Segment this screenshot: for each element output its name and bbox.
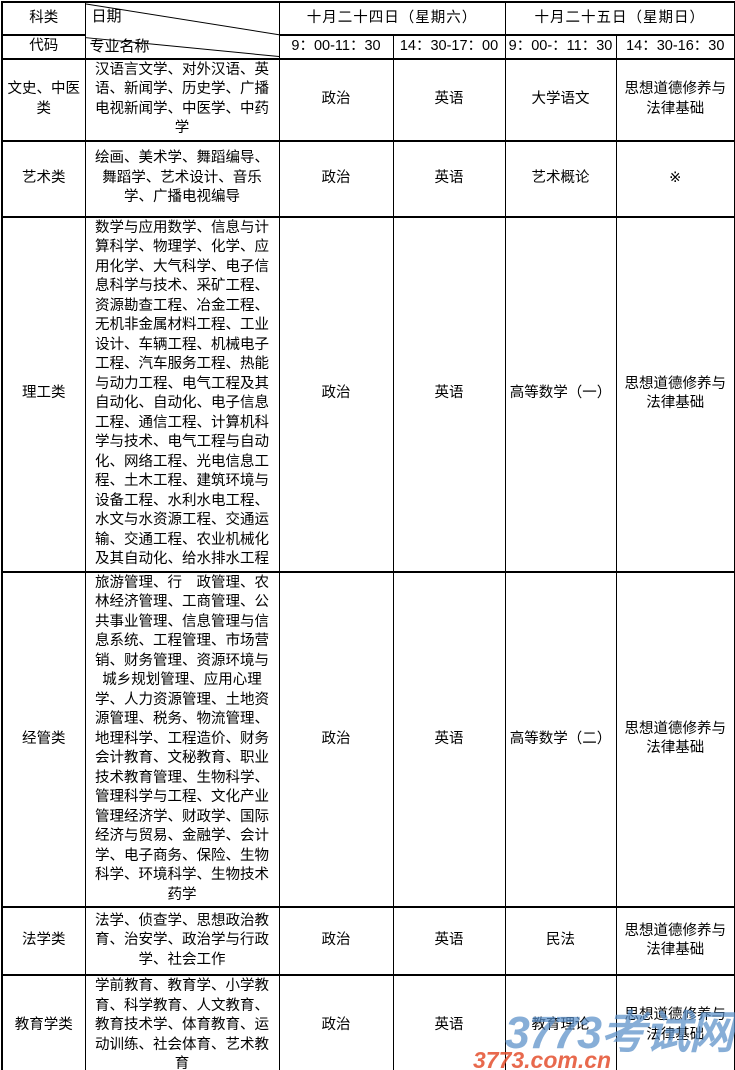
table-row: 文史、中医类 汉语言文学、对外汉语、英语、新闻学、历史学、广播电视新闻学、中医学… xyxy=(1,57,735,142)
subject-cell: 艺术概论 xyxy=(504,139,617,218)
category-cell: 艺术类 xyxy=(1,139,86,218)
table-row: 教育学类 学前教育、教育学、小学教育、科学教育、人文教育、教育技术学、体育教育、… xyxy=(1,974,735,1070)
header-diagonal-cell: 日期 专业名称 xyxy=(84,1,280,60)
majors-cell: 学前教育、教育学、小学教育、科学教育、人文教育、教育技术学、体育教育、运动训练、… xyxy=(84,974,280,1070)
subject-cell: 政治 xyxy=(278,215,394,573)
subject-cell: 高等数学（一） xyxy=(504,215,617,573)
subject-cell: 思想道德修养与法律基础 xyxy=(615,215,735,573)
majors-cell: 汉语言文学、对外汉语、英语、新闻学、历史学、广播电视新闻学、中医学、中药学 xyxy=(84,57,280,142)
category-cell: 经管类 xyxy=(1,570,86,908)
subject-cell: 思想道德修养与法律基础 xyxy=(615,974,735,1070)
subject-cell: 教育理论 xyxy=(504,974,617,1070)
subject-cell: 英语 xyxy=(392,906,506,976)
table-row: 经管类 旅游管理、行 政管理、农林经济管理、工商管理、公共事业管理、信息管理与信… xyxy=(1,570,735,908)
category-cell: 文史、中医类 xyxy=(1,57,86,142)
subject-cell: 思想道德修养与法律基础 xyxy=(615,570,735,908)
subject-cell: 政治 xyxy=(278,139,394,218)
table-row: 理工类 数学与应用数学、信息与计算科学、物理学、化学、应用化学、大气科学、电子信… xyxy=(1,215,735,573)
subject-cell: 政治 xyxy=(278,974,394,1070)
subject-cell: 政治 xyxy=(278,570,394,908)
header-major-name-label: 专业名称 xyxy=(89,38,150,55)
subject-cell: 思想道德修养与法律基础 xyxy=(615,906,735,976)
subject-cell: 大学语文 xyxy=(504,57,617,142)
majors-cell: 旅游管理、行 政管理、农林经济管理、工商管理、公共事业管理、信息管理与信息系统、… xyxy=(84,570,280,908)
category-cell: 法学类 xyxy=(1,906,86,976)
header-day1-slot1: 9：00-11：30 xyxy=(278,34,394,60)
header-category-label: 科类 xyxy=(1,1,86,36)
header-row-times: 代码 9：00-11：30 14：30-17：00 9：00-：11：30 14… xyxy=(1,34,735,60)
header-day2: 十月二十五日（星期日） xyxy=(504,1,735,36)
category-cell: 教育学类 xyxy=(1,974,86,1070)
subject-cell: 高等数学（二） xyxy=(504,570,617,908)
subject-cell: 民法 xyxy=(504,906,617,976)
category-cell: 理工类 xyxy=(1,215,86,573)
subject-cell: 英语 xyxy=(392,215,506,573)
diagonal-lines xyxy=(86,3,278,57)
header-day2-slot1: 9：00-：11：30 xyxy=(504,34,617,60)
subject-cell: 英语 xyxy=(392,570,506,908)
table-row: 法学类 法学、侦查学、思想政治教育、治安学、政治学与行政学、社会工作 政治 英语… xyxy=(1,906,735,976)
majors-cell: 数学与应用数学、信息与计算科学、物理学、化学、应用化学、大气科学、电子信息科学与… xyxy=(84,215,280,573)
subject-cell: 政治 xyxy=(278,57,394,142)
table-row: 艺术类 绘画、美术学、舞蹈编导、舞蹈学、艺术设计、音乐学、广播电视编导 政治 英… xyxy=(1,139,735,218)
header-code-label: 代码 xyxy=(1,34,86,60)
header-date-label: 日期 xyxy=(91,8,122,25)
header-day2-slot2: 14：30-16：30 xyxy=(615,34,735,60)
subject-cell: 英语 xyxy=(392,974,506,1070)
header-row-dates: 科类 日期 专业名称 十月二十四日（星期六） 十月二十五日（星期日） xyxy=(1,1,735,60)
subject-cell: 思想道德修养与法律基础 xyxy=(615,57,735,142)
majors-cell: 绘画、美术学、舞蹈编导、舞蹈学、艺术设计、音乐学、广播电视编导 xyxy=(84,139,280,218)
header-day1: 十月二十四日（星期六） xyxy=(278,1,506,36)
subject-cell: ※ xyxy=(615,139,735,218)
subject-cell: 英语 xyxy=(392,57,506,142)
subject-cell: 英语 xyxy=(392,139,506,218)
header-day1-slot2: 14：30-17：00 xyxy=(392,34,506,60)
majors-cell: 法学、侦查学、思想政治教育、治安学、政治学与行政学、社会工作 xyxy=(84,906,280,976)
subject-cell: 政治 xyxy=(278,906,394,976)
